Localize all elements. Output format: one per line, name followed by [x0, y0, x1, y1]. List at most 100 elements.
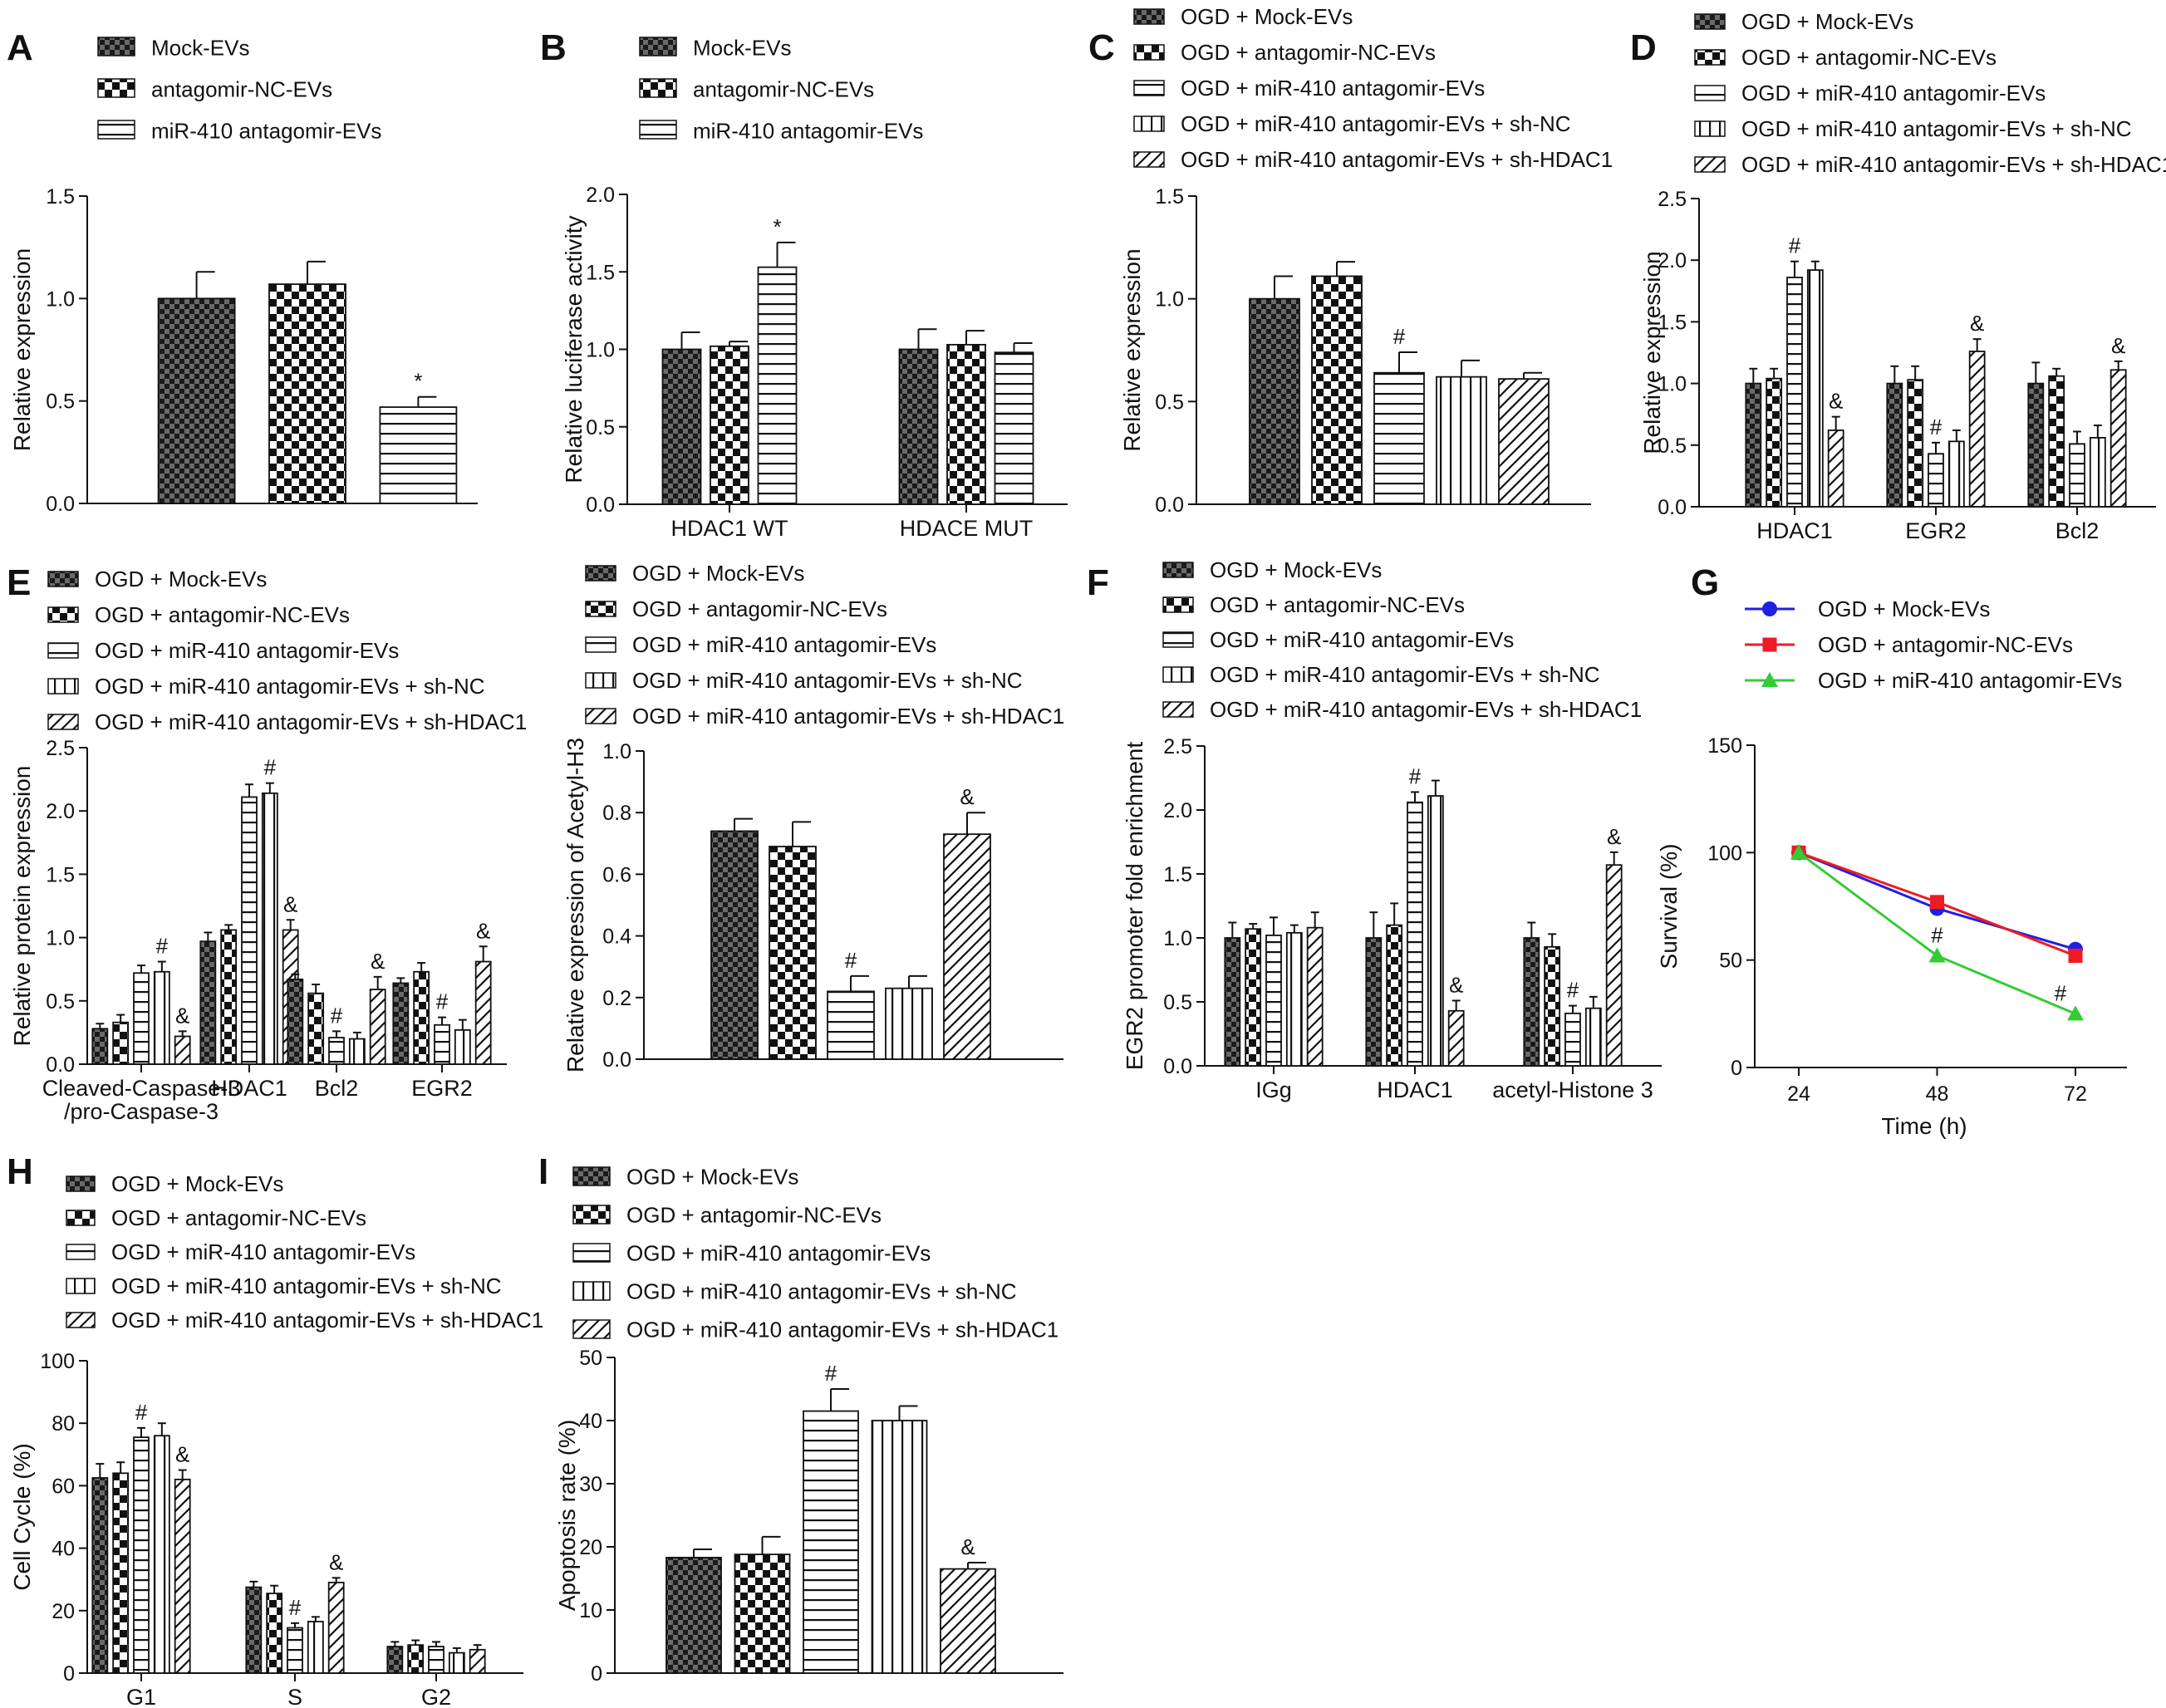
legend-label: OGD + antagomir-NC-EVs — [1741, 45, 1997, 70]
bar — [454, 1028, 471, 1065]
legend-swatch — [1133, 44, 1165, 61]
significance-mark: # — [1393, 324, 1406, 349]
panel-B: B Mock-EVs antagomir-NC-EVs miR-410 antagom… — [540, 27, 1068, 541]
x-category-label: Bcl2 — [315, 1076, 359, 1101]
bar — [943, 833, 991, 1060]
y-tick-label: 40 — [579, 1410, 602, 1433]
x-category-label: acetyl-Histone 3 — [1492, 1077, 1653, 1102]
bar — [348, 1038, 366, 1065]
bar — [1224, 937, 1241, 1067]
legend-marker — [1762, 637, 1777, 652]
y-axis-label: Cell Cycle (%) — [9, 1443, 35, 1590]
bar — [266, 1593, 283, 1674]
significance-mark: # — [331, 1003, 343, 1028]
legend-swatch — [1162, 562, 1194, 578]
bar — [133, 1436, 150, 1674]
bar — [307, 992, 325, 1065]
x-tick-label: 24 — [1787, 1082, 1810, 1106]
bar — [871, 1420, 928, 1674]
y-tick-label: 0.5 — [1658, 434, 1687, 458]
significance-mark: & — [283, 891, 297, 916]
y-tick-label: 100 — [1707, 842, 1742, 865]
legend-swatch — [1694, 49, 1726, 66]
bar — [1249, 297, 1300, 505]
y-tick-label: 0.6 — [602, 863, 631, 886]
y-tick-label: 20 — [52, 1600, 75, 1623]
legend-swatch — [572, 1319, 611, 1339]
bar — [1306, 926, 1324, 1067]
bar — [1564, 1012, 1581, 1067]
significance-mark: # — [1930, 415, 1943, 439]
significance-mark: & — [960, 784, 974, 809]
legend-swatch — [572, 1243, 611, 1263]
x-category-label: HDAC1 — [1756, 518, 1833, 543]
significance-mark: # — [2055, 980, 2067, 1005]
y-tick-label: 0.5 — [1163, 991, 1192, 1014]
y-tick-label: 1.5 — [1155, 185, 1184, 209]
legend-swatch — [66, 1210, 96, 1226]
bar — [199, 940, 217, 1065]
legend-label: OGD + miR-410 antagomir-EVs + sh-NC — [111, 1274, 502, 1298]
bar — [1907, 379, 1924, 508]
x-category-label: HDACE MUT — [900, 516, 1034, 541]
legend-label: OGD + Mock-EVs — [1818, 596, 1990, 621]
bar — [885, 987, 933, 1060]
significance-mark: # — [845, 948, 857, 973]
bar — [327, 1582, 345, 1674]
panel-D: D OGD + Mock-EVs OGD + antagomir-NC-EVs OGD… — [1630, 9, 2166, 543]
legend-label: OGD + Mock-EVs — [95, 567, 267, 591]
legend-swatch — [572, 1205, 611, 1225]
x-category-label: S — [287, 1685, 302, 1708]
bar — [448, 1652, 465, 1674]
y-tick-label: 0.0 — [1658, 496, 1687, 519]
legend-label: OGD + miR-410 antagomir-EVs + sh-NC — [95, 674, 485, 699]
bar — [2027, 382, 2045, 508]
y-axis-label: Relative expression — [1119, 248, 1145, 451]
legend-swatch — [66, 1312, 96, 1328]
legend-marker — [1762, 601, 1777, 616]
legend-label: Mock-EVs — [151, 35, 249, 60]
legend-swatch — [97, 120, 135, 140]
x-category-label: HDAC1 — [211, 1076, 287, 1101]
legend-label: antagomir-NC-EVs — [693, 76, 874, 101]
legend-label: OGD + miR-410 antagomir-EVs — [632, 632, 936, 657]
y-tick-label: 2.5 — [1163, 735, 1192, 758]
y-tick-label: 2.5 — [1658, 188, 1687, 211]
bar — [112, 1021, 130, 1065]
bar — [407, 1644, 425, 1674]
legend-swatch — [97, 78, 135, 98]
significance-mark: * — [414, 369, 422, 394]
bar — [379, 406, 458, 504]
y-tick-label: 1.0 — [586, 339, 615, 362]
bar — [1928, 453, 1944, 508]
legend-label: OGD + antagomir-NC-EVs — [1181, 40, 1436, 65]
y-tick-label: 2.0 — [46, 800, 75, 823]
y-tick-label: 2.0 — [1658, 249, 1687, 272]
panel-label: H — [7, 1151, 33, 1192]
y-tick-label: 0.0 — [1163, 1055, 1192, 1078]
significance-mark: # — [1789, 233, 1801, 258]
legend-label: OGD + miR-410 antagomir-EVs + sh-NC — [1181, 111, 1571, 136]
significance-mark: # — [156, 934, 169, 959]
y-tick-label: 1.0 — [46, 927, 75, 950]
legend-swatch — [585, 601, 616, 617]
legend-label: OGD + Mock-EVs — [111, 1171, 283, 1196]
bar — [91, 1477, 109, 1674]
panel-label: G — [1691, 562, 1719, 603]
bar — [1523, 937, 1540, 1067]
bar — [174, 1478, 191, 1674]
legend-label: OGD + miR-410 antagomir-EVs — [95, 638, 399, 663]
bar — [1365, 937, 1383, 1067]
bar — [827, 990, 875, 1060]
bar — [469, 1648, 486, 1674]
bar — [241, 796, 258, 1065]
bar — [307, 1621, 324, 1674]
y-tick-label: 10 — [579, 1599, 602, 1622]
y-tick-label: 0.0 — [602, 1048, 631, 1072]
bar — [1311, 275, 1363, 505]
bar — [153, 970, 170, 1065]
x-category-label: /pro-Caspase-3 — [64, 1099, 219, 1124]
bar — [268, 283, 346, 504]
legend-swatch — [47, 642, 79, 659]
